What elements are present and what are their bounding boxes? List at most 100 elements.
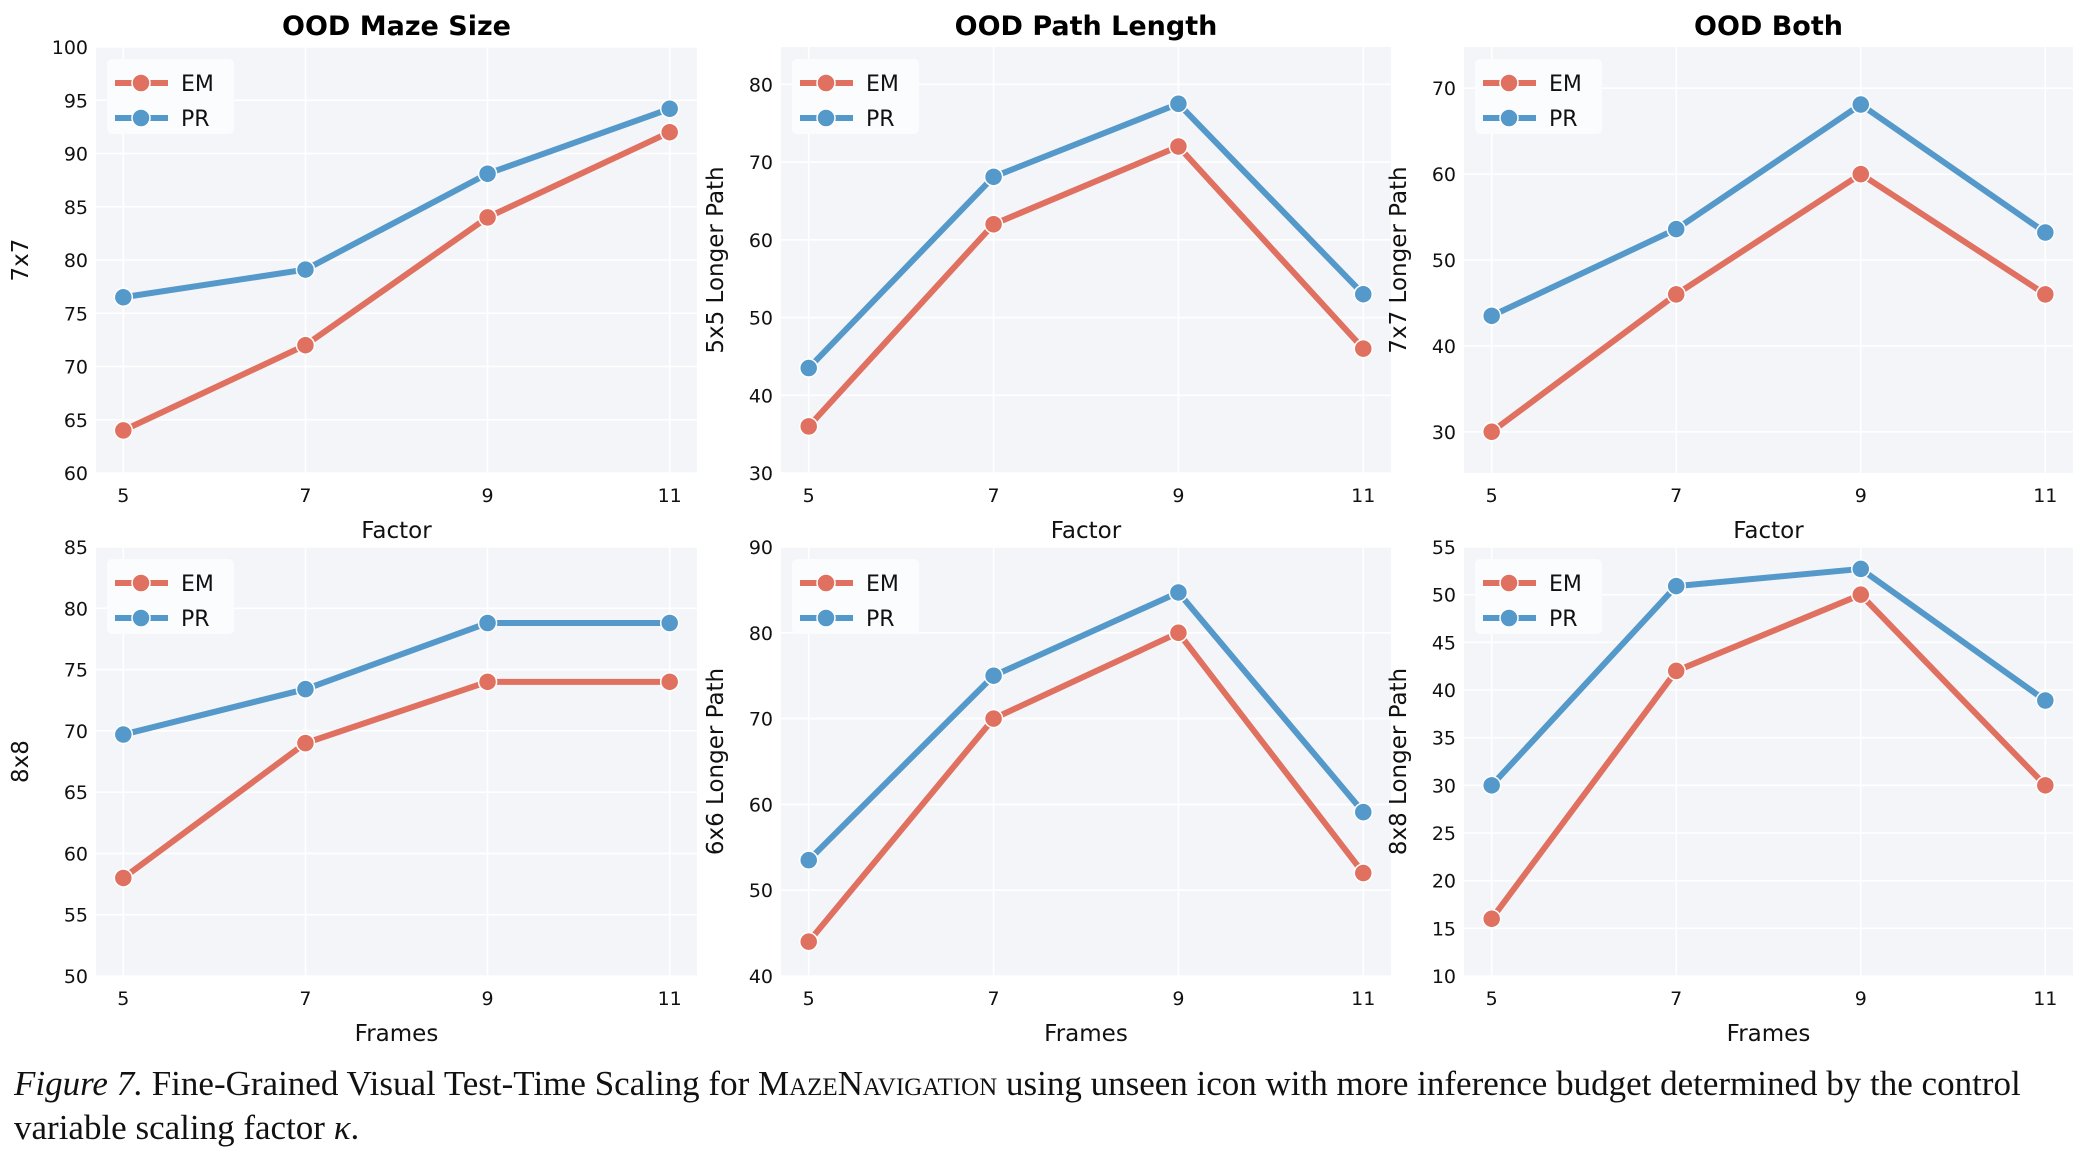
x-tick-label: 7 (1670, 485, 1682, 507)
y-tick-label: 70 (64, 357, 88, 379)
data-point-em (477, 672, 498, 692)
legend-label-em: EM (1549, 72, 1582, 97)
y-tick-label: 60 (64, 843, 88, 865)
legend-label-em: EM (181, 72, 214, 97)
legend-box (792, 559, 919, 634)
data-point-em (1481, 422, 1502, 442)
data-point-em (1851, 584, 1871, 605)
data-point-pr (983, 665, 1004, 686)
legend-marker-pr (131, 108, 151, 128)
legend-marker-pr (816, 108, 836, 128)
legend: EM PR (1475, 59, 1602, 134)
data-point-pr (295, 259, 316, 280)
data-point-pr (2035, 222, 2056, 243)
data-point-pr (983, 167, 1004, 187)
y-tick-label: 35 (1432, 728, 1456, 750)
y-tick-label: 30 (1432, 775, 1456, 797)
x-axis-label: Factor (361, 518, 432, 544)
series-line-pr (806, 100, 1366, 371)
legend-marker-em (816, 573, 836, 593)
y-tick-label: 65 (64, 782, 88, 804)
data-point-em (1666, 661, 1686, 681)
legend-marker-em (131, 73, 151, 93)
x-tick-label: 9 (482, 485, 494, 507)
legend-label-em: EM (866, 72, 899, 97)
y-tick-label: 70 (1432, 78, 1456, 100)
data-point-pr (798, 358, 819, 378)
x-tick-label: 11 (2033, 485, 2057, 507)
y-tick-label: 75 (64, 303, 88, 325)
y-tick-label: 40 (749, 385, 773, 407)
y-axis-label: 7x7 (8, 239, 34, 282)
y-axis-label: 7x7 Longer Path (1386, 166, 1412, 353)
legend: EM PR (1475, 559, 1602, 634)
data-point-em (1353, 338, 1374, 359)
caption-smallcaps: MazeNavigation (757, 1064, 998, 1103)
caption-label: Figure 7. (14, 1064, 143, 1103)
data-point-pr (295, 679, 316, 699)
legend-marker-em (1499, 573, 1519, 593)
x-tick-label: 5 (803, 485, 815, 507)
y-tick-label: 85 (64, 537, 88, 559)
x-tick-label: 9 (1172, 485, 1184, 507)
y-tick-label: 50 (749, 880, 773, 902)
data-point-pr (477, 163, 498, 184)
y-tick-label: 40 (1432, 680, 1456, 702)
data-point-em (1851, 164, 1871, 184)
caption-text-2: using unseen icon with more inference bu… (14, 1064, 2021, 1147)
series-line-em (806, 629, 1366, 944)
data-point-em (1168, 136, 1189, 157)
x-tick-label: 11 (1351, 485, 1375, 507)
x-tick-label: 5 (1486, 988, 1498, 1010)
x-tick-label: 9 (1172, 988, 1184, 1010)
data-point-em (1481, 909, 1502, 929)
data-point-pr (659, 99, 680, 119)
y-tick-label: 45 (1432, 632, 1456, 654)
x-tick-label: 11 (2033, 988, 2057, 1010)
legend-label-pr: PR (866, 107, 895, 132)
series-line-em (806, 143, 1366, 429)
data-point-pr (1353, 284, 1374, 304)
y-tick-label: 70 (749, 152, 773, 174)
data-point-pr (477, 613, 498, 633)
data-point-pr (2035, 690, 2056, 711)
y-axis-label: 8x8 (8, 740, 34, 783)
legend-marker-pr (1499, 608, 1519, 628)
data-point-em (1168, 623, 1189, 643)
legend-label-pr: PR (1549, 107, 1578, 132)
legend-marker-pr (816, 608, 836, 628)
legend: EM PR (792, 559, 919, 634)
series-line-em (1489, 591, 2048, 921)
legend-box (107, 59, 234, 134)
x-tick-label: 11 (658, 988, 682, 1010)
y-tick-label: 60 (749, 230, 773, 252)
data-point-pr (1481, 306, 1502, 326)
legend-box (107, 559, 234, 634)
data-point-pr (1481, 775, 1502, 796)
legend-label-em: EM (1549, 572, 1582, 597)
x-axis-label: Frames (355, 1021, 439, 1047)
legend-label-pr: PR (181, 607, 210, 632)
x-axis-label: Factor (1051, 518, 1122, 544)
y-tick-label: 70 (749, 709, 773, 731)
data-point-em (798, 416, 819, 437)
data-point-pr (1168, 582, 1189, 603)
legend-box (1475, 59, 1602, 134)
y-tick-label: 60 (1432, 164, 1456, 186)
legend: EM PR (107, 59, 234, 134)
subplot-5: 40 50 60 70 80 90 5 7 9 11 Frames 6x6 Longer Path EM… (703, 537, 1391, 1047)
data-point-pr (1666, 219, 1686, 239)
series-line-em (122, 129, 671, 434)
data-point-pr (113, 287, 134, 308)
y-tick-label: 85 (64, 197, 88, 219)
y-axis-label: 8x8 Longer Path (1386, 668, 1412, 855)
legend-marker-pr (131, 608, 151, 628)
y-tick-label: 90 (749, 537, 773, 559)
subplot-title: OOD Maze Size (282, 11, 511, 42)
y-tick-label: 65 (64, 410, 88, 432)
x-tick-label: 5 (1486, 485, 1498, 507)
data-point-em (798, 931, 819, 952)
y-tick-label: 10 (1432, 966, 1456, 988)
subplot-2: 30 40 50 60 70 80 5 7 9 11 OOD Path Length Factor 5x… (703, 11, 1391, 544)
y-tick-label: 60 (64, 463, 88, 485)
